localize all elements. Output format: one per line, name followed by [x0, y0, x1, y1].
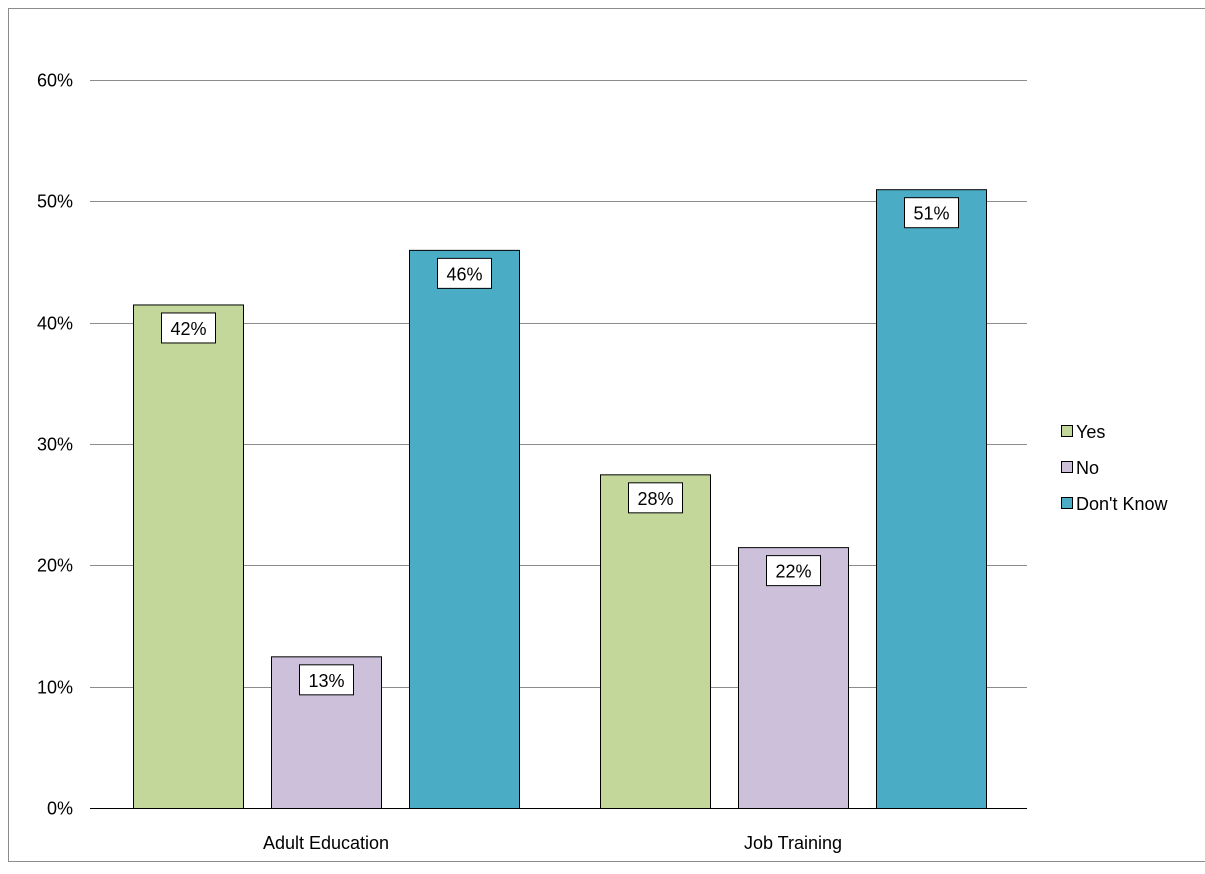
legend-label: Yes — [1076, 422, 1105, 442]
legend-label: Don't Know — [1076, 494, 1168, 514]
data-label: 46% — [446, 264, 482, 284]
bar — [134, 305, 244, 809]
bar — [739, 548, 849, 809]
data-label: 13% — [308, 671, 344, 691]
y-tick-label: 30% — [37, 435, 73, 455]
bar — [601, 475, 711, 809]
x-tick-label: Adult Education — [263, 833, 389, 853]
x-tick-label: Job Training — [744, 833, 842, 853]
y-tick-label: 40% — [37, 314, 73, 334]
legend-swatch — [1062, 462, 1073, 473]
data-label: 42% — [170, 319, 206, 339]
y-tick-label: 50% — [37, 192, 73, 212]
data-label: 51% — [913, 204, 949, 224]
legend-label: No — [1076, 458, 1099, 478]
legend-swatch — [1062, 498, 1073, 509]
data-label: 28% — [637, 489, 673, 509]
data-label: 22% — [775, 562, 811, 582]
y-tick-label: 20% — [37, 556, 73, 576]
bar — [877, 190, 987, 809]
legend-swatch — [1062, 426, 1073, 437]
bar — [410, 250, 520, 808]
y-tick-label: 60% — [37, 71, 73, 91]
y-tick-label: 0% — [47, 799, 73, 819]
y-tick-label: 10% — [37, 678, 73, 698]
